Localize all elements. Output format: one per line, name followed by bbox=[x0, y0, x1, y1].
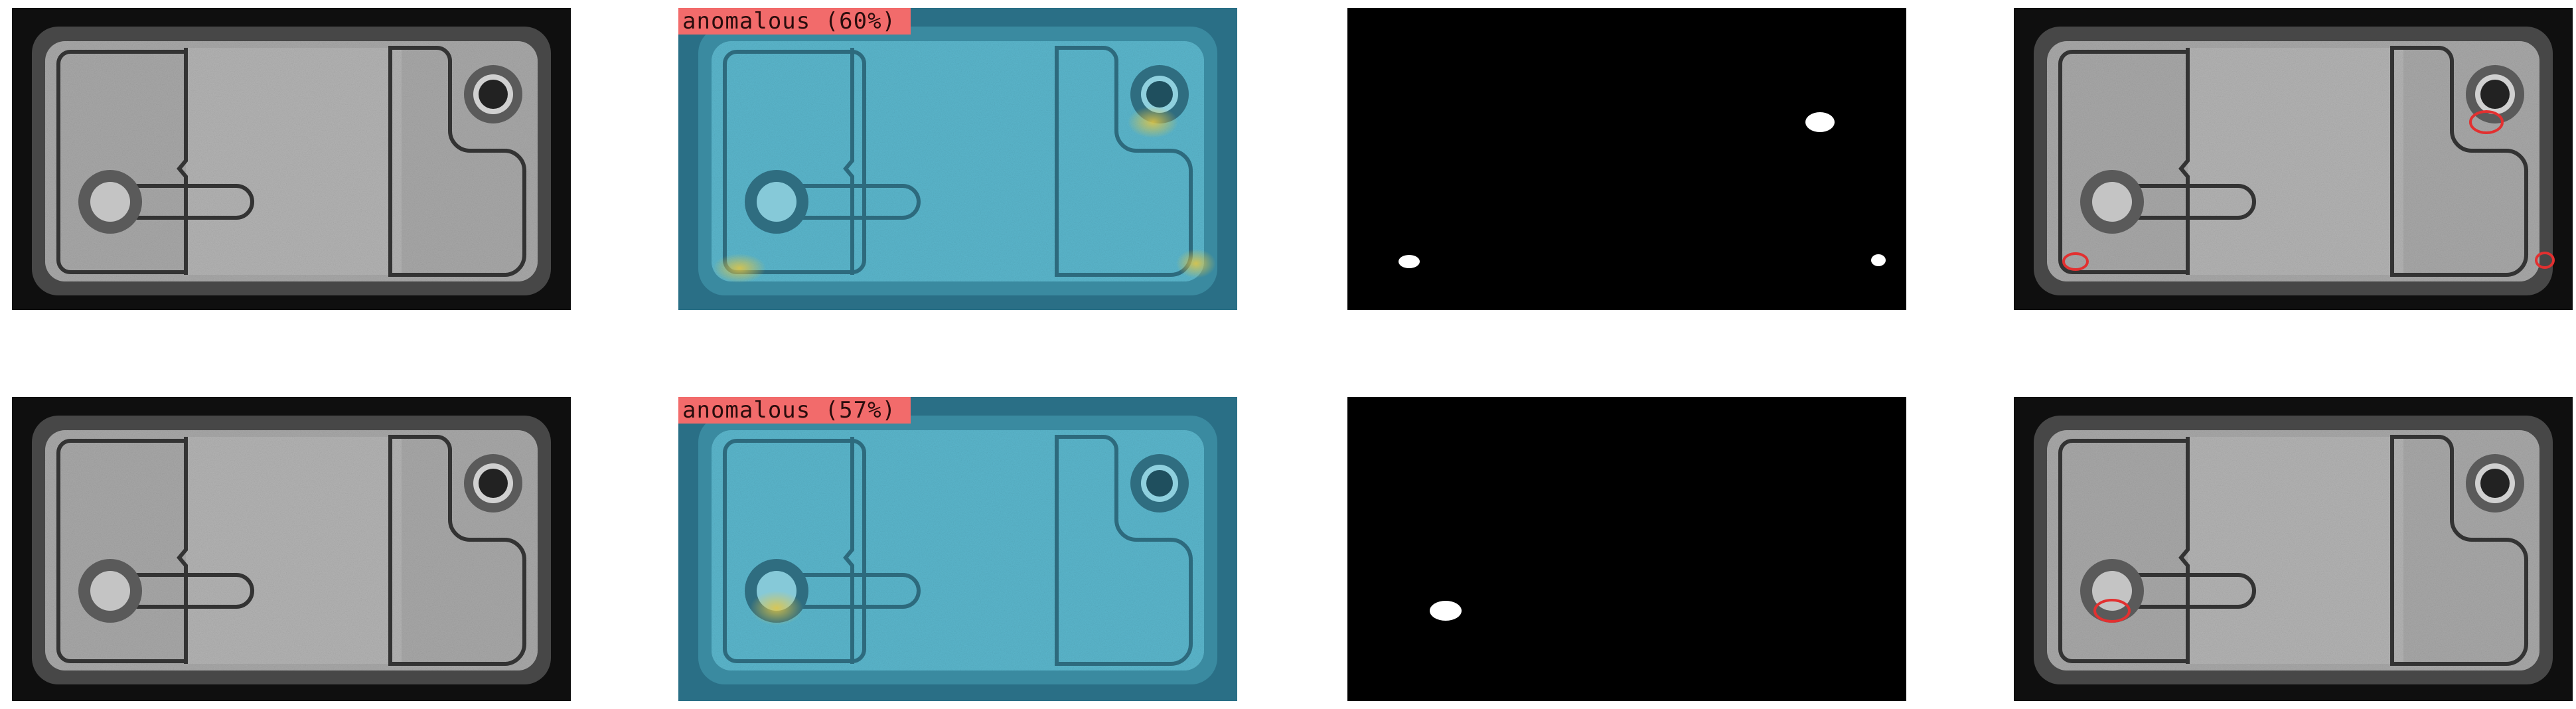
heatmap-r1: anomalous (60%) bbox=[678, 8, 1237, 310]
overlay-r2 bbox=[2014, 397, 2573, 701]
defect-marker bbox=[2535, 252, 2555, 269]
mask-r2 bbox=[1347, 397, 1906, 701]
overlay-r1 bbox=[2014, 8, 2573, 310]
anomaly-badge-r2: anomalous (57%) bbox=[678, 397, 911, 424]
photo-r2 bbox=[12, 397, 571, 701]
photo-r1 bbox=[12, 8, 571, 310]
heatmap-r2: anomalous (57%) bbox=[678, 397, 1237, 701]
defect-marker bbox=[2093, 599, 2131, 623]
defect-marker bbox=[2469, 110, 2504, 134]
mask-r1 bbox=[1347, 8, 1906, 310]
anomaly-badge-r1: anomalous (60%) bbox=[678, 8, 911, 35]
defect-marker bbox=[2062, 252, 2089, 271]
